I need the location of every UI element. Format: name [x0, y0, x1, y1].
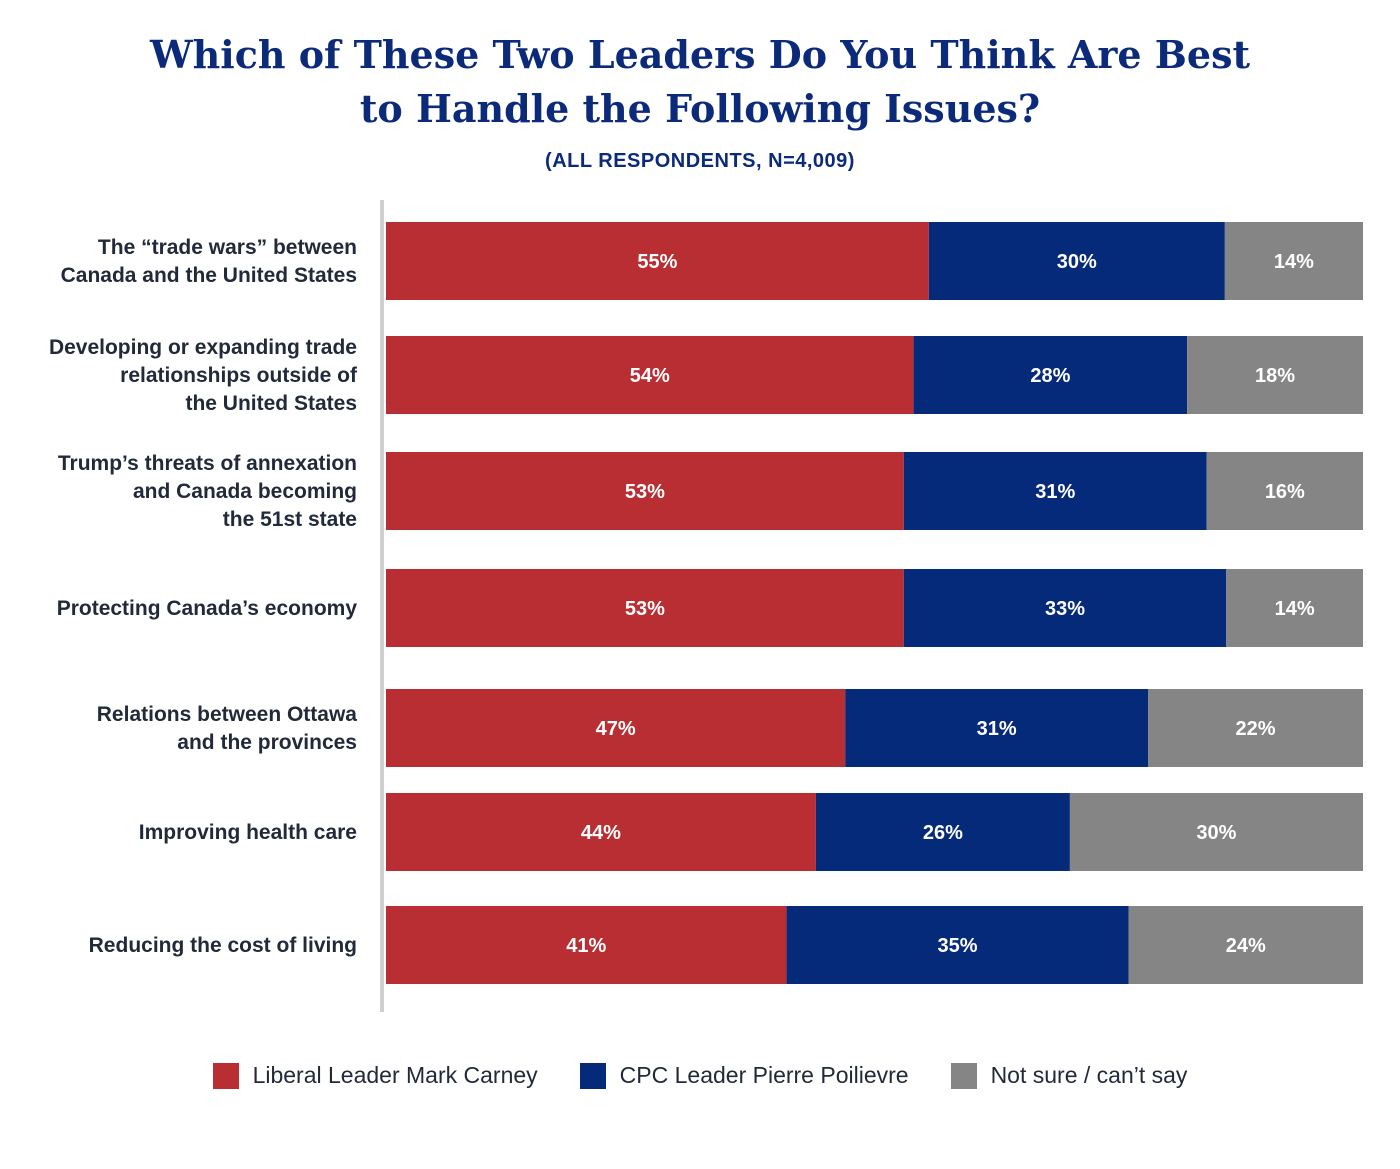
data-label-carney: 55%: [637, 251, 677, 273]
legend-label-carney: Liberal Leader Mark Carney: [252, 1062, 538, 1088]
stacked-bar-chart: The “trade wars” between Canada and the U…: [49, 200, 1363, 1012]
data-label-poilievre: 31%: [1035, 481, 1075, 503]
category-label-line: Relations between Ottawa: [97, 703, 358, 726]
bar-row: Reducing the cost of living 41% 35% 24%: [89, 906, 1363, 984]
bar-segment-carney: [386, 689, 846, 767]
category-label-line: and Canada becoming: [133, 480, 357, 503]
category-label: Reducing the cost of living: [89, 934, 357, 957]
bar-segment-poilievre: [928, 222, 1225, 300]
category-label: Trump’s threats of annexation and Canada …: [58, 452, 357, 531]
data-label-poilievre: 28%: [1030, 365, 1070, 387]
chart-title-line-2: to Handle the Following Issues?: [359, 86, 1041, 131]
bar-row: Trump’s threats of annexation and Canada …: [58, 452, 1363, 531]
bar-row: Relations between Ottawa and the province…: [97, 689, 1363, 767]
chart-title: Which of These Two Leaders Do You Think …: [0, 28, 1400, 136]
chart-legend: Liberal Leader Mark Carney CPC Leader Pi…: [0, 1062, 1400, 1089]
legend-label-poilievre: CPC Leader Pierre Poilievre: [619, 1062, 909, 1088]
bar-segment-not-sure: [1128, 906, 1363, 984]
bar-segment-poilievre: [815, 793, 1070, 871]
bar-segment-poilievre: [903, 569, 1227, 647]
legend-swatch-poilievre: [579, 1062, 606, 1089]
category-label-line: Trump’s threats of annexation: [58, 452, 357, 475]
category-label-line: The “trade wars” between: [98, 236, 357, 259]
data-label-not-sure: 14%: [1275, 598, 1315, 620]
category-label-line: the United States: [185, 392, 357, 415]
chart-title-line-1: Which of These Two Leaders Do You Think …: [149, 32, 1251, 77]
data-label-carney: 44%: [581, 822, 621, 844]
data-label-carney: 54%: [630, 365, 670, 387]
bar-segment-carney: [386, 222, 929, 300]
bar-segment-not-sure: [1206, 452, 1363, 530]
category-label: Developing or expanding trade relationshi…: [49, 336, 358, 415]
bar-segment-poilievre: [903, 452, 1207, 530]
data-label-poilievre: 33%: [1045, 598, 1085, 620]
category-label: Improving health care: [139, 821, 357, 844]
bar-segment-not-sure: [1187, 336, 1363, 414]
legend-item-poilievre: CPC Leader Pierre Poilievre: [579, 1062, 909, 1089]
category-label-line: Reducing the cost of living: [89, 934, 357, 957]
bar-segment-carney: [386, 569, 904, 647]
data-label-carney: 47%: [596, 718, 636, 740]
data-label-poilievre: 26%: [923, 822, 963, 844]
category-label-line: Developing or expanding trade: [49, 336, 357, 359]
bar-segment-not-sure: [1069, 793, 1363, 871]
chart-subtitle: (ALL RESPONDENTS, N=4,009): [545, 150, 855, 172]
category-label: Protecting Canada’s economy: [57, 597, 358, 620]
bar-segment-carney: [386, 452, 904, 530]
data-label-carney: 53%: [625, 598, 665, 620]
bar-segment-not-sure: [1224, 222, 1363, 300]
bar-segment-carney: [386, 793, 816, 871]
bar-row: Developing or expanding trade relationshi…: [49, 336, 1363, 415]
data-label-not-sure: 16%: [1265, 481, 1305, 503]
data-label-carney: 41%: [566, 935, 606, 957]
bar-segment-poilievre: [845, 689, 1149, 767]
category-label: Relations between Ottawa and the province…: [97, 703, 358, 754]
category-label-line: relationships outside of: [120, 364, 358, 387]
data-label-poilievre: 30%: [1057, 251, 1097, 273]
bar-row: Improving health care 44% 26% 30%: [139, 793, 1363, 871]
data-label-not-sure: 14%: [1274, 251, 1314, 273]
legend-swatch-not-sure: [950, 1062, 977, 1089]
data-label-poilievre: 31%: [977, 718, 1017, 740]
data-label-not-sure: 24%: [1226, 935, 1266, 957]
legend-item-not-sure: Not sure / can’t say: [950, 1062, 1188, 1089]
data-label-carney: 53%: [625, 481, 665, 503]
bar-segment-not-sure: [1226, 569, 1363, 647]
bar-segment-carney: [386, 906, 787, 984]
bar-segment-poilievre: [786, 906, 1129, 984]
category-label-line: and the provinces: [177, 731, 357, 754]
data-label-not-sure: 18%: [1255, 365, 1295, 387]
bar-segment-not-sure: [1148, 689, 1363, 767]
legend-item-carney: Liberal Leader Mark Carney: [212, 1062, 538, 1089]
data-label-not-sure: 22%: [1236, 718, 1276, 740]
bar-row: The “trade wars” between Canada and the U…: [61, 222, 1363, 300]
bar-segment-carney: [386, 336, 914, 414]
bar-row: Protecting Canada’s economy 53% 33% 14%: [57, 569, 1363, 647]
data-label-not-sure: 30%: [1196, 822, 1236, 844]
category-label-line: Protecting Canada’s economy: [57, 597, 358, 620]
legend-label-not-sure: Not sure / can’t say: [990, 1062, 1188, 1088]
category-label: The “trade wars” between Canada and the U…: [61, 236, 357, 287]
category-label-line: Improving health care: [139, 821, 357, 844]
bar-segment-poilievre: [913, 336, 1188, 414]
legend-swatch-carney: [212, 1062, 239, 1089]
category-label-line: Canada and the United States: [61, 264, 357, 287]
category-label-line: the 51st state: [223, 508, 357, 531]
data-label-poilievre: 35%: [938, 935, 978, 957]
